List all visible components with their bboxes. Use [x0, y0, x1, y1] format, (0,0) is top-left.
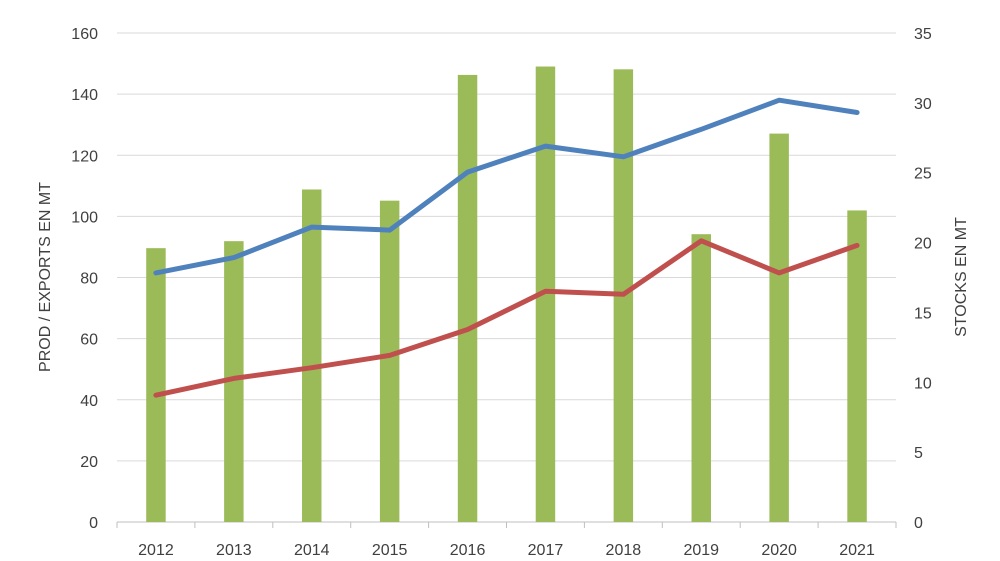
y-right-tick-label: 35 — [914, 26, 932, 43]
x-tick-label: 2019 — [683, 542, 719, 559]
y-left-tick-label: 140 — [71, 87, 98, 104]
y-left-tick-label: 80 — [80, 271, 98, 288]
y-left-tick-label: 20 — [80, 454, 98, 471]
x-tick-label: 2017 — [528, 542, 564, 559]
x-tick-label: 2012 — [138, 542, 174, 559]
gridlines — [117, 32, 896, 523]
x-tick-label: 2021 — [839, 542, 875, 559]
y-left-tick-label: 40 — [80, 393, 98, 410]
x-tick-label: 2015 — [372, 542, 408, 559]
bar — [769, 133, 789, 522]
x-tick-label: 2016 — [450, 542, 486, 559]
y-left-tick-label: 60 — [80, 332, 98, 349]
y-axis-right-title: STOCKS EN MT — [953, 217, 970, 337]
x-axis: 2012 2013 2014 2015 2016 2017 2018 2019 2020 2021 — [116, 522, 897, 559]
y-left-tick-label: 100 — [71, 209, 98, 226]
y-right-tick-label: 20 — [914, 236, 932, 253]
x-tick-label: 2018 — [606, 542, 642, 559]
y-axis-left: 0 20 40 60 80 100 120 140 160 — [71, 26, 98, 532]
y-right-tick-label: 0 — [914, 515, 923, 532]
bar — [224, 241, 244, 522]
y-right-tick-label: 30 — [914, 96, 932, 113]
x-tick-label: 2014 — [294, 542, 330, 559]
bar — [847, 210, 867, 523]
y-right-tick-label: 15 — [914, 305, 932, 322]
bar — [146, 248, 166, 522]
y-right-tick-label: 25 — [914, 166, 932, 183]
bar — [302, 189, 322, 523]
bar — [535, 66, 556, 522]
bar-series — [146, 66, 867, 523]
bar — [379, 200, 400, 522]
bar — [691, 234, 711, 522]
x-tick-label: 2013 — [216, 542, 252, 559]
y-left-tick-label: 0 — [89, 515, 98, 532]
y-right-tick-label: 5 — [914, 445, 923, 462]
line-series — [153, 97, 860, 398]
y-axis-left-title: PROD / EXPORTS EN MT — [37, 182, 54, 372]
series-line — [153, 238, 860, 398]
y-left-tick-label: 120 — [71, 148, 98, 165]
bar — [457, 74, 478, 523]
y-left-tick-label: 160 — [71, 26, 98, 43]
x-tick-label: 2020 — [761, 542, 797, 559]
series-line — [153, 97, 860, 276]
y-axis-right: 0 5 10 15 20 25 30 35 — [914, 26, 932, 532]
y-right-tick-label: 10 — [914, 375, 932, 392]
